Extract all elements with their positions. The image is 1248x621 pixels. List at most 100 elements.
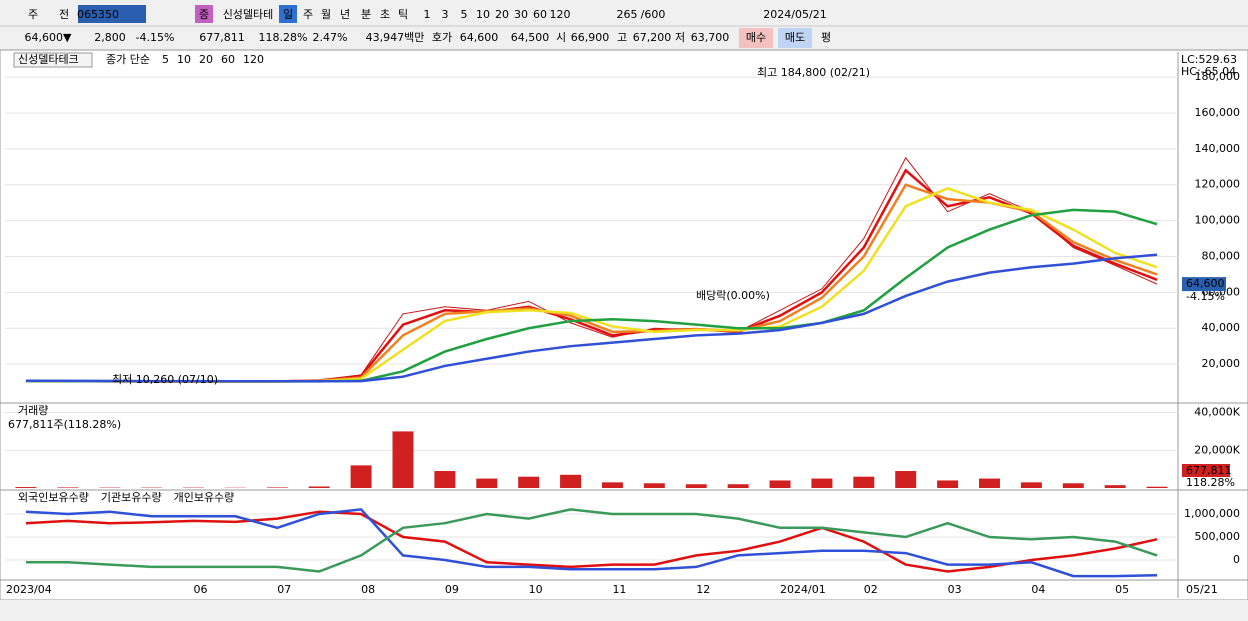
- volume-bar: [853, 476, 875, 488]
- quote-item: 66,900: [571, 31, 610, 44]
- y-tick-label: 160,000: [1195, 106, 1241, 119]
- toolbar-item[interactable]: 신성델타테: [223, 8, 274, 21]
- x-tick-label: 09: [445, 583, 459, 596]
- volume-ratio: 118.28%: [1186, 476, 1235, 489]
- volume-bar: [895, 471, 917, 488]
- x-tick-label: 02: [864, 583, 878, 596]
- volume-bar: [979, 478, 1000, 488]
- y-tick-label: 20,000K: [1194, 443, 1240, 456]
- high-label: 최고 184,800 (02/21): [757, 66, 870, 79]
- toolbar-item[interactable]: 1: [424, 8, 431, 21]
- quote-item[interactable]: 매수: [746, 31, 766, 44]
- quote-item: 64,500: [511, 31, 550, 44]
- quote-item: 64,600: [460, 31, 499, 44]
- toolbar-item[interactable]: /600: [641, 8, 666, 21]
- y-tick-label: 180,000: [1195, 70, 1241, 83]
- toolbar-item[interactable]: 60: [533, 8, 547, 21]
- toolbar-item[interactable]: 전: [59, 8, 69, 21]
- quote-item: 호가: [432, 31, 452, 44]
- toolbar-item[interactable]: 틱: [398, 8, 408, 21]
- sell-button[interactable]: [778, 28, 812, 48]
- volume-bar: [811, 478, 833, 488]
- volume-last-box: [1182, 464, 1230, 477]
- toolbar-item[interactable]: 065350: [77, 8, 119, 21]
- toolbar-item[interactable]: 5: [461, 8, 468, 21]
- y-tick-label: 0: [1233, 553, 1240, 566]
- x-tick-label: 03: [948, 583, 962, 596]
- x-tick-label: 04: [1031, 583, 1045, 596]
- volume-bar: [1104, 485, 1126, 488]
- quote-item: 저: [675, 31, 685, 44]
- toolbar-item[interactable]: 증: [199, 8, 209, 21]
- legend-entry: 기관보유수량: [101, 491, 162, 504]
- quote-item: 64,600▼: [25, 31, 72, 44]
- volume-bar: [937, 480, 959, 488]
- toolbar-item[interactable]: 120: [550, 8, 571, 21]
- toolbar-item[interactable]: 3: [442, 8, 449, 21]
- volume-bar: [308, 486, 330, 488]
- toolbar-item[interactable]: 265: [617, 8, 638, 21]
- x-tick-label: 11: [612, 583, 626, 596]
- x-tick-label: 2024/01: [780, 583, 826, 596]
- legend-entry: 외국인보유수량: [18, 491, 89, 504]
- lc-label: LC:529.63: [1181, 53, 1237, 66]
- input-bg: [78, 5, 146, 23]
- y-tick-label: 40,000: [1202, 321, 1241, 334]
- hc-label: HC:-65.04: [1181, 65, 1236, 78]
- chart-bg: [0, 49, 1248, 601]
- quote-item[interactable]: 평: [821, 31, 831, 44]
- end-date: 05/21: [1186, 583, 1218, 596]
- toolbar-item[interactable]: 년: [340, 8, 350, 21]
- x-tick-label: 07: [277, 583, 291, 596]
- toolbar-item[interactable]: 20: [495, 8, 509, 21]
- y-tick-label: 100,000: [1195, 214, 1241, 227]
- toolbar-item[interactable]: 주: [28, 8, 38, 21]
- x-tick-label: 05: [1115, 583, 1129, 596]
- legend-entry: 20: [199, 53, 213, 66]
- buy-button[interactable]: [739, 28, 773, 48]
- x-tick-label: 2023/04: [6, 583, 52, 596]
- quote-item[interactable]: 매도: [785, 31, 805, 44]
- volume-bar: [643, 483, 665, 488]
- quote-item: 67,200: [633, 31, 672, 44]
- quote-item: 43,947백만: [366, 31, 425, 44]
- toolbar-item[interactable]: 30: [514, 8, 528, 21]
- toolbar-item[interactable]: 10: [476, 8, 490, 21]
- toolbar-item[interactable]: 월: [321, 8, 331, 21]
- volume-bar: [518, 476, 540, 488]
- y-tick-label: 140,000: [1195, 142, 1241, 155]
- volume-bar: [434, 471, 456, 488]
- toolbar-item[interactable]: 초: [380, 8, 390, 21]
- volume-bar: [476, 478, 498, 488]
- toolbar-item[interactable]: 일: [283, 7, 293, 21]
- toolbar-item[interactable]: 주: [303, 8, 313, 21]
- legend-entry: 10: [177, 53, 191, 66]
- change-label: -4.15%: [1186, 290, 1225, 303]
- x-tick-label: 12: [696, 583, 710, 596]
- last-price-box: [1182, 277, 1226, 292]
- quote-item: 2,800: [94, 31, 126, 44]
- dividend-label: 배당락(0.00%): [696, 289, 770, 302]
- toolbar-item[interactable]: 2024/05/21: [763, 8, 826, 21]
- quote-item: 677,811: [199, 31, 245, 44]
- y-tick-label: 20,000: [1202, 357, 1241, 370]
- quote-item: 2.47%: [313, 31, 348, 44]
- volume-bar: [57, 487, 79, 488]
- stock-name-box: [13, 52, 93, 68]
- last-price: 64,600: [1186, 277, 1225, 290]
- x-tick-label: 08: [361, 583, 375, 596]
- x-tick-label: 10: [529, 583, 543, 596]
- y-tick-label: 1,000,000: [1184, 507, 1240, 520]
- scrollbar[interactable]: [0, 600, 1248, 621]
- series-line: [25, 508, 1158, 573]
- volume-bar: [685, 484, 707, 488]
- volume-bar: [727, 484, 749, 488]
- button-bg: [195, 5, 213, 23]
- y-tick-label: 80,000: [1202, 249, 1241, 262]
- quote-item: -4.15%: [136, 31, 175, 44]
- toolbar-item[interactable]: 분: [361, 8, 371, 21]
- button-bg: [279, 5, 297, 23]
- volume-bar: [1062, 483, 1084, 488]
- volume-bar: [1146, 486, 1168, 488]
